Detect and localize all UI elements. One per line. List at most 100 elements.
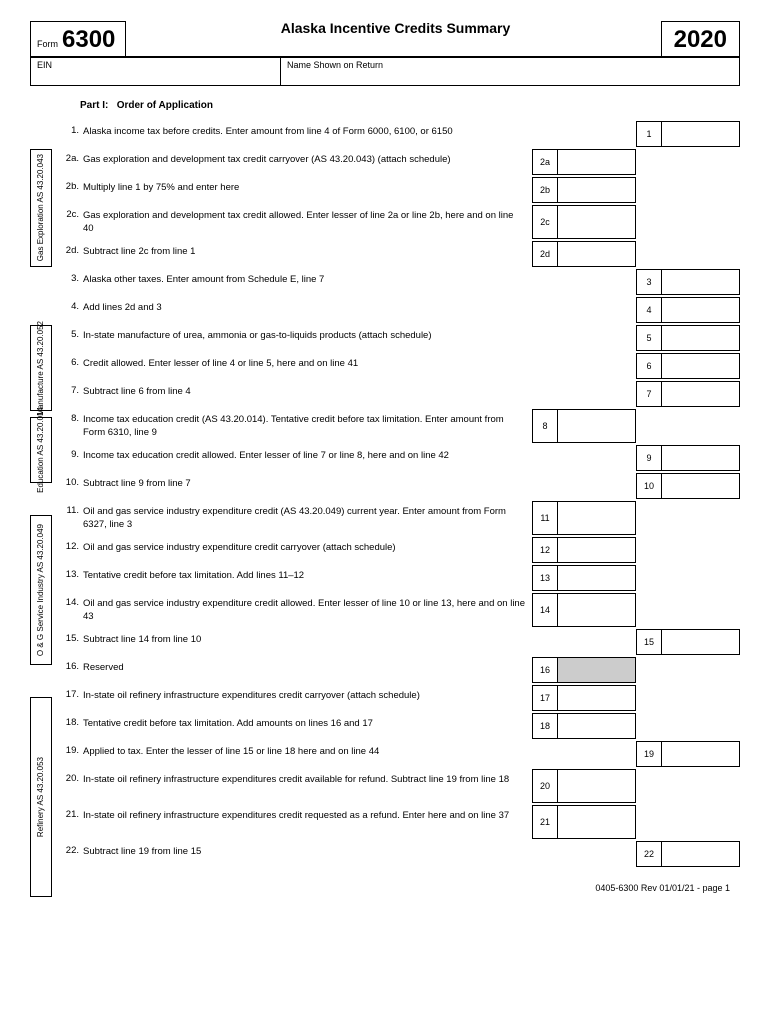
part-header: Part I: Order of Application (80, 100, 740, 111)
line-1: 1. Alaska income tax before credits. Ent… (30, 121, 740, 147)
value-box[interactable] (662, 325, 740, 351)
value-box[interactable] (558, 149, 636, 175)
side-label-manufacture: Manufacture AS 43.20.052 (30, 325, 52, 411)
line-13: 13. Tentative credit before tax limitati… (30, 565, 740, 591)
line-8: 8. Income tax education credit (AS 43.20… (30, 409, 740, 443)
name-field[interactable]: Name Shown on Return (281, 58, 739, 85)
line-text: Subtract line 19 from line 15 (83, 846, 201, 857)
value-box[interactable] (662, 629, 740, 655)
box-num: 15 (636, 629, 662, 655)
value-box[interactable] (558, 565, 636, 591)
value-box[interactable] (558, 241, 636, 267)
form-year: 2020 (674, 26, 727, 53)
box-num: 4 (636, 297, 662, 323)
line-num: 8. (55, 409, 83, 443)
value-box-shaded (558, 657, 636, 683)
line-text: Gas exploration and development tax cred… (83, 154, 451, 165)
line-text: Alaska other taxes. Enter amount from Sc… (83, 274, 324, 285)
form-body: Gas Exploration AS 43.20.043 Manufacture… (30, 121, 740, 867)
value-box[interactable] (558, 593, 636, 627)
line-num: 4. (55, 297, 83, 323)
line-num: 2b. (55, 177, 83, 203)
line-text: Credit allowed. Enter lesser of line 4 o… (83, 358, 358, 369)
box-num: 3 (636, 269, 662, 295)
box-num: 20 (532, 769, 558, 803)
line-text: Subtract line 2c from line 1 (83, 246, 195, 257)
line-num: 5. (55, 325, 83, 351)
box-num: 8 (532, 409, 558, 443)
form-label: Form (37, 39, 58, 49)
line-14: 14. Oil and gas service industry expendi… (30, 593, 740, 627)
ein-field[interactable]: EIN (31, 58, 281, 85)
line-text: Income tax education credit (AS 43.20.01… (83, 414, 504, 438)
line-text: Oil and gas service industry expenditure… (83, 542, 396, 553)
line-22: 22. Subtract line 19 from line 15 22 (30, 841, 740, 867)
value-box[interactable] (662, 473, 740, 499)
line-17: 17. In-state oil refinery infrastructure… (30, 685, 740, 711)
line-num: 18. (55, 713, 83, 739)
form-title: Alaska Incentive Credits Summary (130, 20, 660, 36)
value-box[interactable] (662, 841, 740, 867)
box-num: 6 (636, 353, 662, 379)
value-box[interactable] (558, 769, 636, 803)
box-num: 16 (532, 657, 558, 683)
value-box[interactable] (558, 685, 636, 711)
form-number-box: Form 6300 (30, 21, 126, 56)
line-text: Subtract line 14 from line 10 (83, 634, 201, 645)
line-9: 9. Income tax education credit allowed. … (30, 445, 740, 471)
part-label: Part I: (80, 100, 108, 111)
box-num: 12 (532, 537, 558, 563)
line-6: 6. Credit allowed. Enter lesser of line … (30, 353, 740, 379)
line-num: 19. (55, 741, 83, 767)
value-box[interactable] (662, 269, 740, 295)
box-num: 13 (532, 565, 558, 591)
line-text: Income tax education credit allowed. Ent… (83, 450, 449, 461)
value-box[interactable] (558, 177, 636, 203)
line-text: In-state oil refinery infrastructure exp… (83, 810, 509, 821)
line-text: Alaska income tax before credits. Enter … (83, 126, 453, 137)
line-num: 15. (55, 629, 83, 655)
line-text: Subtract line 9 from line 7 (83, 478, 191, 489)
line-num: 12. (55, 537, 83, 563)
line-num: 2a. (55, 149, 83, 175)
line-text: Subtract line 6 from line 4 (83, 386, 191, 397)
value-box[interactable] (558, 537, 636, 563)
form-header: Form 6300 Alaska Incentive Credits Summa… (30, 20, 740, 58)
box-num: 2d (532, 241, 558, 267)
line-text: Applied to tax. Enter the lesser of line… (83, 746, 379, 757)
line-num: 13. (55, 565, 83, 591)
line-num: 2d. (55, 241, 83, 267)
line-num: 11. (55, 501, 83, 535)
line-2c: 2c. Gas exploration and development tax … (30, 205, 740, 239)
value-box[interactable] (662, 381, 740, 407)
value-box[interactable] (662, 741, 740, 767)
box-num: 5 (636, 325, 662, 351)
side-label-og-service: O & G Service Industry AS 43.20.049 (30, 515, 52, 665)
year-box: 2020 (661, 21, 740, 56)
line-num: 7. (55, 381, 83, 407)
line-num: 17. (55, 685, 83, 711)
line-7: 7. Subtract line 6 from line 4 7 (30, 381, 740, 407)
part-title: Order of Application (117, 100, 213, 111)
line-10: 10. Subtract line 9 from line 7 10 (30, 473, 740, 499)
side-label-refinery: Refinery AS 43.20.053 (30, 697, 52, 897)
value-box[interactable] (558, 501, 636, 535)
form-number: 6300 (62, 26, 115, 54)
box-num: 17 (532, 685, 558, 711)
line-num: 21. (55, 805, 83, 839)
value-box[interactable] (662, 297, 740, 323)
value-box[interactable] (558, 205, 636, 239)
line-num: 2c. (55, 205, 83, 239)
box-num: 2b (532, 177, 558, 203)
value-box[interactable] (558, 713, 636, 739)
value-box[interactable] (558, 805, 636, 839)
info-row: EIN Name Shown on Return (30, 58, 740, 86)
line-text: In-state manufacture of urea, ammonia or… (83, 330, 432, 341)
value-box[interactable] (558, 409, 636, 443)
box-num: 19 (636, 741, 662, 767)
box-num: 18 (532, 713, 558, 739)
value-box[interactable] (662, 353, 740, 379)
box-num: 11 (532, 501, 558, 535)
value-box[interactable] (662, 445, 740, 471)
value-box[interactable] (662, 121, 740, 147)
